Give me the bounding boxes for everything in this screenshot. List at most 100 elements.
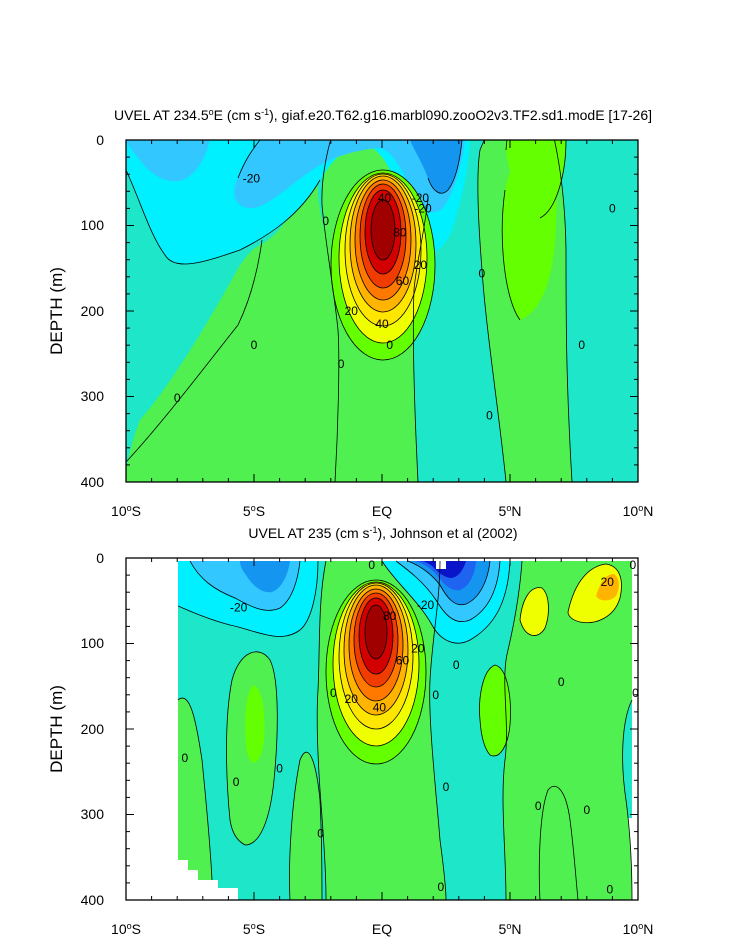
contour-label: 0: [486, 408, 493, 422]
contour-label: 20: [411, 642, 425, 656]
title-part-3: ), giaf.e20.T62.g16.marbl090.zooO2v3.TF2…: [269, 107, 652, 123]
contour-label: 0: [583, 803, 590, 817]
contour-label: 0: [251, 338, 258, 352]
contour-label: 0: [535, 799, 542, 813]
contour-label: 0: [330, 686, 337, 700]
fill-region-right-core: [506, 140, 566, 218]
contour-label: 0: [322, 214, 329, 228]
contour-label: 0: [368, 558, 375, 572]
contour-label: 0: [338, 357, 345, 371]
contour-label: 20: [601, 575, 615, 589]
contour-label: 0: [432, 688, 439, 702]
x-tick-label-5n: 5oN: [499, 921, 522, 937]
contour-label: 0: [174, 391, 181, 405]
tick-marks: [125, 557, 639, 901]
contour-label: 0: [578, 338, 585, 352]
fill-level-80: [365, 605, 387, 659]
y-tick-label: 400: [81, 892, 105, 908]
y-tick-label: 400: [81, 474, 105, 490]
x-tick-label-5n: 5oN: [499, 503, 522, 519]
contour-label: 0: [630, 558, 637, 572]
contour-label: -20: [414, 201, 432, 215]
y-tick-label: 200: [81, 721, 105, 737]
chart-title: UVEL AT 235 (cm s-1), Johnson et al (200…: [248, 525, 517, 541]
x-tick-label-eq: EQ: [372, 503, 392, 519]
contour-label: 0: [443, 780, 450, 794]
contour-label: 0: [606, 883, 613, 897]
fill-region-left-edge: [178, 698, 212, 880]
y-tick-labels: 0 100 200 300 400: [81, 550, 105, 908]
contour-label: 0: [317, 826, 324, 840]
y-tick-label: 200: [81, 303, 105, 319]
y-tick-label: 0: [96, 550, 104, 566]
contour-label: 0: [632, 686, 639, 700]
x-tick-label-10n: 10oN: [623, 503, 654, 519]
y-tick-label: 100: [81, 217, 105, 233]
contour-field: [126, 558, 638, 900]
contour-label: 20: [345, 304, 359, 318]
contour-label: 40: [375, 317, 389, 331]
x-tick-label-5s: 5oS: [243, 921, 265, 937]
contour-label: -20: [417, 598, 435, 612]
fill-region-lower-positive: [126, 140, 360, 482]
x-tick-label-10s: 10oS: [111, 921, 141, 937]
contour-label: -20: [412, 191, 430, 205]
contour-label: 0: [558, 675, 565, 689]
y-tick-labels: 0 100 200 300 400: [81, 132, 105, 490]
chart-panel-observations: UVEL AT 235 (cm s-1), Johnson et al (200…: [47, 525, 653, 937]
contour-label: 0: [233, 775, 240, 789]
x-tick-label-10s: 10oS: [111, 503, 141, 519]
x-tick-labels: 10oS 5oS EQ 5oN 10oN: [111, 921, 653, 937]
contour-label: 0: [453, 658, 460, 672]
title-part-1: UVEL AT 234.5: [114, 107, 209, 123]
y-tick-label: 300: [81, 806, 105, 822]
contour-lines: [177, 560, 633, 900]
contour-label: 20: [414, 258, 428, 272]
contour-label: -20: [243, 171, 261, 185]
fill-region-left-strong: [245, 685, 265, 763]
contour-label: 0: [386, 338, 393, 352]
fill-region-right-positive: [503, 561, 632, 900]
y-tick-label: 300: [81, 388, 105, 404]
y-tick-label: 0: [96, 132, 104, 148]
contour-label: -20: [230, 601, 248, 615]
fill-level-80: [371, 200, 395, 260]
y-axis-label: DEPTH (m): [47, 685, 66, 773]
no-data-gap: [436, 561, 446, 569]
contour-label: 0: [609, 201, 616, 215]
contour-label: 80: [393, 225, 407, 239]
x-tick-label-10n: 10oN: [623, 921, 654, 937]
contour-label: 0: [276, 761, 283, 775]
contour-field: [126, 140, 638, 482]
fill-region-center-left-column: [289, 752, 322, 900]
fill-region-negative: [126, 140, 470, 265]
fill-region-negative-west: [126, 140, 210, 182]
contour-label: 40: [378, 191, 392, 205]
contour-label: 20: [345, 692, 359, 706]
fill-region-right-yellow-1: [520, 587, 549, 636]
contour-label: 0: [438, 880, 445, 894]
title-part-1: UVEL AT 235 (cm s: [248, 525, 369, 541]
y-tick-label: 100: [81, 635, 105, 651]
contour-labels: -20 40 -20 0 -20 80 0 20 0 60 20 40 0 0 0 0 0 0: [174, 171, 616, 422]
fill-region-negative-deep: [410, 140, 462, 194]
chart-panel-model: UVEL AT 234.5oE (cm s-1), giaf.e20.T62.g…: [47, 107, 653, 519]
x-tick-label-5s: 5oS: [243, 503, 265, 519]
x-tick-labels: 10oS 5oS EQ 5oN 10oN: [111, 503, 653, 519]
title-part-2: ), Johnson et al (2002): [378, 525, 518, 541]
fill-region-mid-right-strong: [479, 665, 511, 756]
contour-label: 0: [182, 751, 189, 765]
fill-region-right-orange: [596, 574, 619, 601]
title-unit-exponent: -1: [370, 525, 378, 535]
fill-region-negative-west-deep: [240, 561, 290, 593]
contour-label: 0: [478, 266, 485, 280]
fill-region-negative-east-core: [420, 561, 466, 578]
fill-region-negative-mid: [234, 140, 465, 213]
contour-lines: [126, 140, 573, 482]
title-unit-exponent: -1: [261, 107, 269, 117]
fill-region-right-lower: [539, 786, 578, 900]
y-axis-label: DEPTH (m): [47, 267, 66, 355]
contour-label: 60: [396, 274, 410, 288]
